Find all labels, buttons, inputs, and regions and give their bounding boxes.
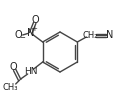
Text: CH₃: CH₃ xyxy=(3,84,18,93)
Text: HN: HN xyxy=(24,67,37,75)
Text: O: O xyxy=(32,15,39,25)
Text: +: + xyxy=(31,26,37,32)
Text: N: N xyxy=(106,30,113,40)
Text: O: O xyxy=(15,30,22,40)
Text: CH₂: CH₂ xyxy=(83,31,98,39)
Text: O: O xyxy=(10,62,18,72)
Text: N: N xyxy=(27,28,34,38)
Text: −: − xyxy=(19,36,25,41)
